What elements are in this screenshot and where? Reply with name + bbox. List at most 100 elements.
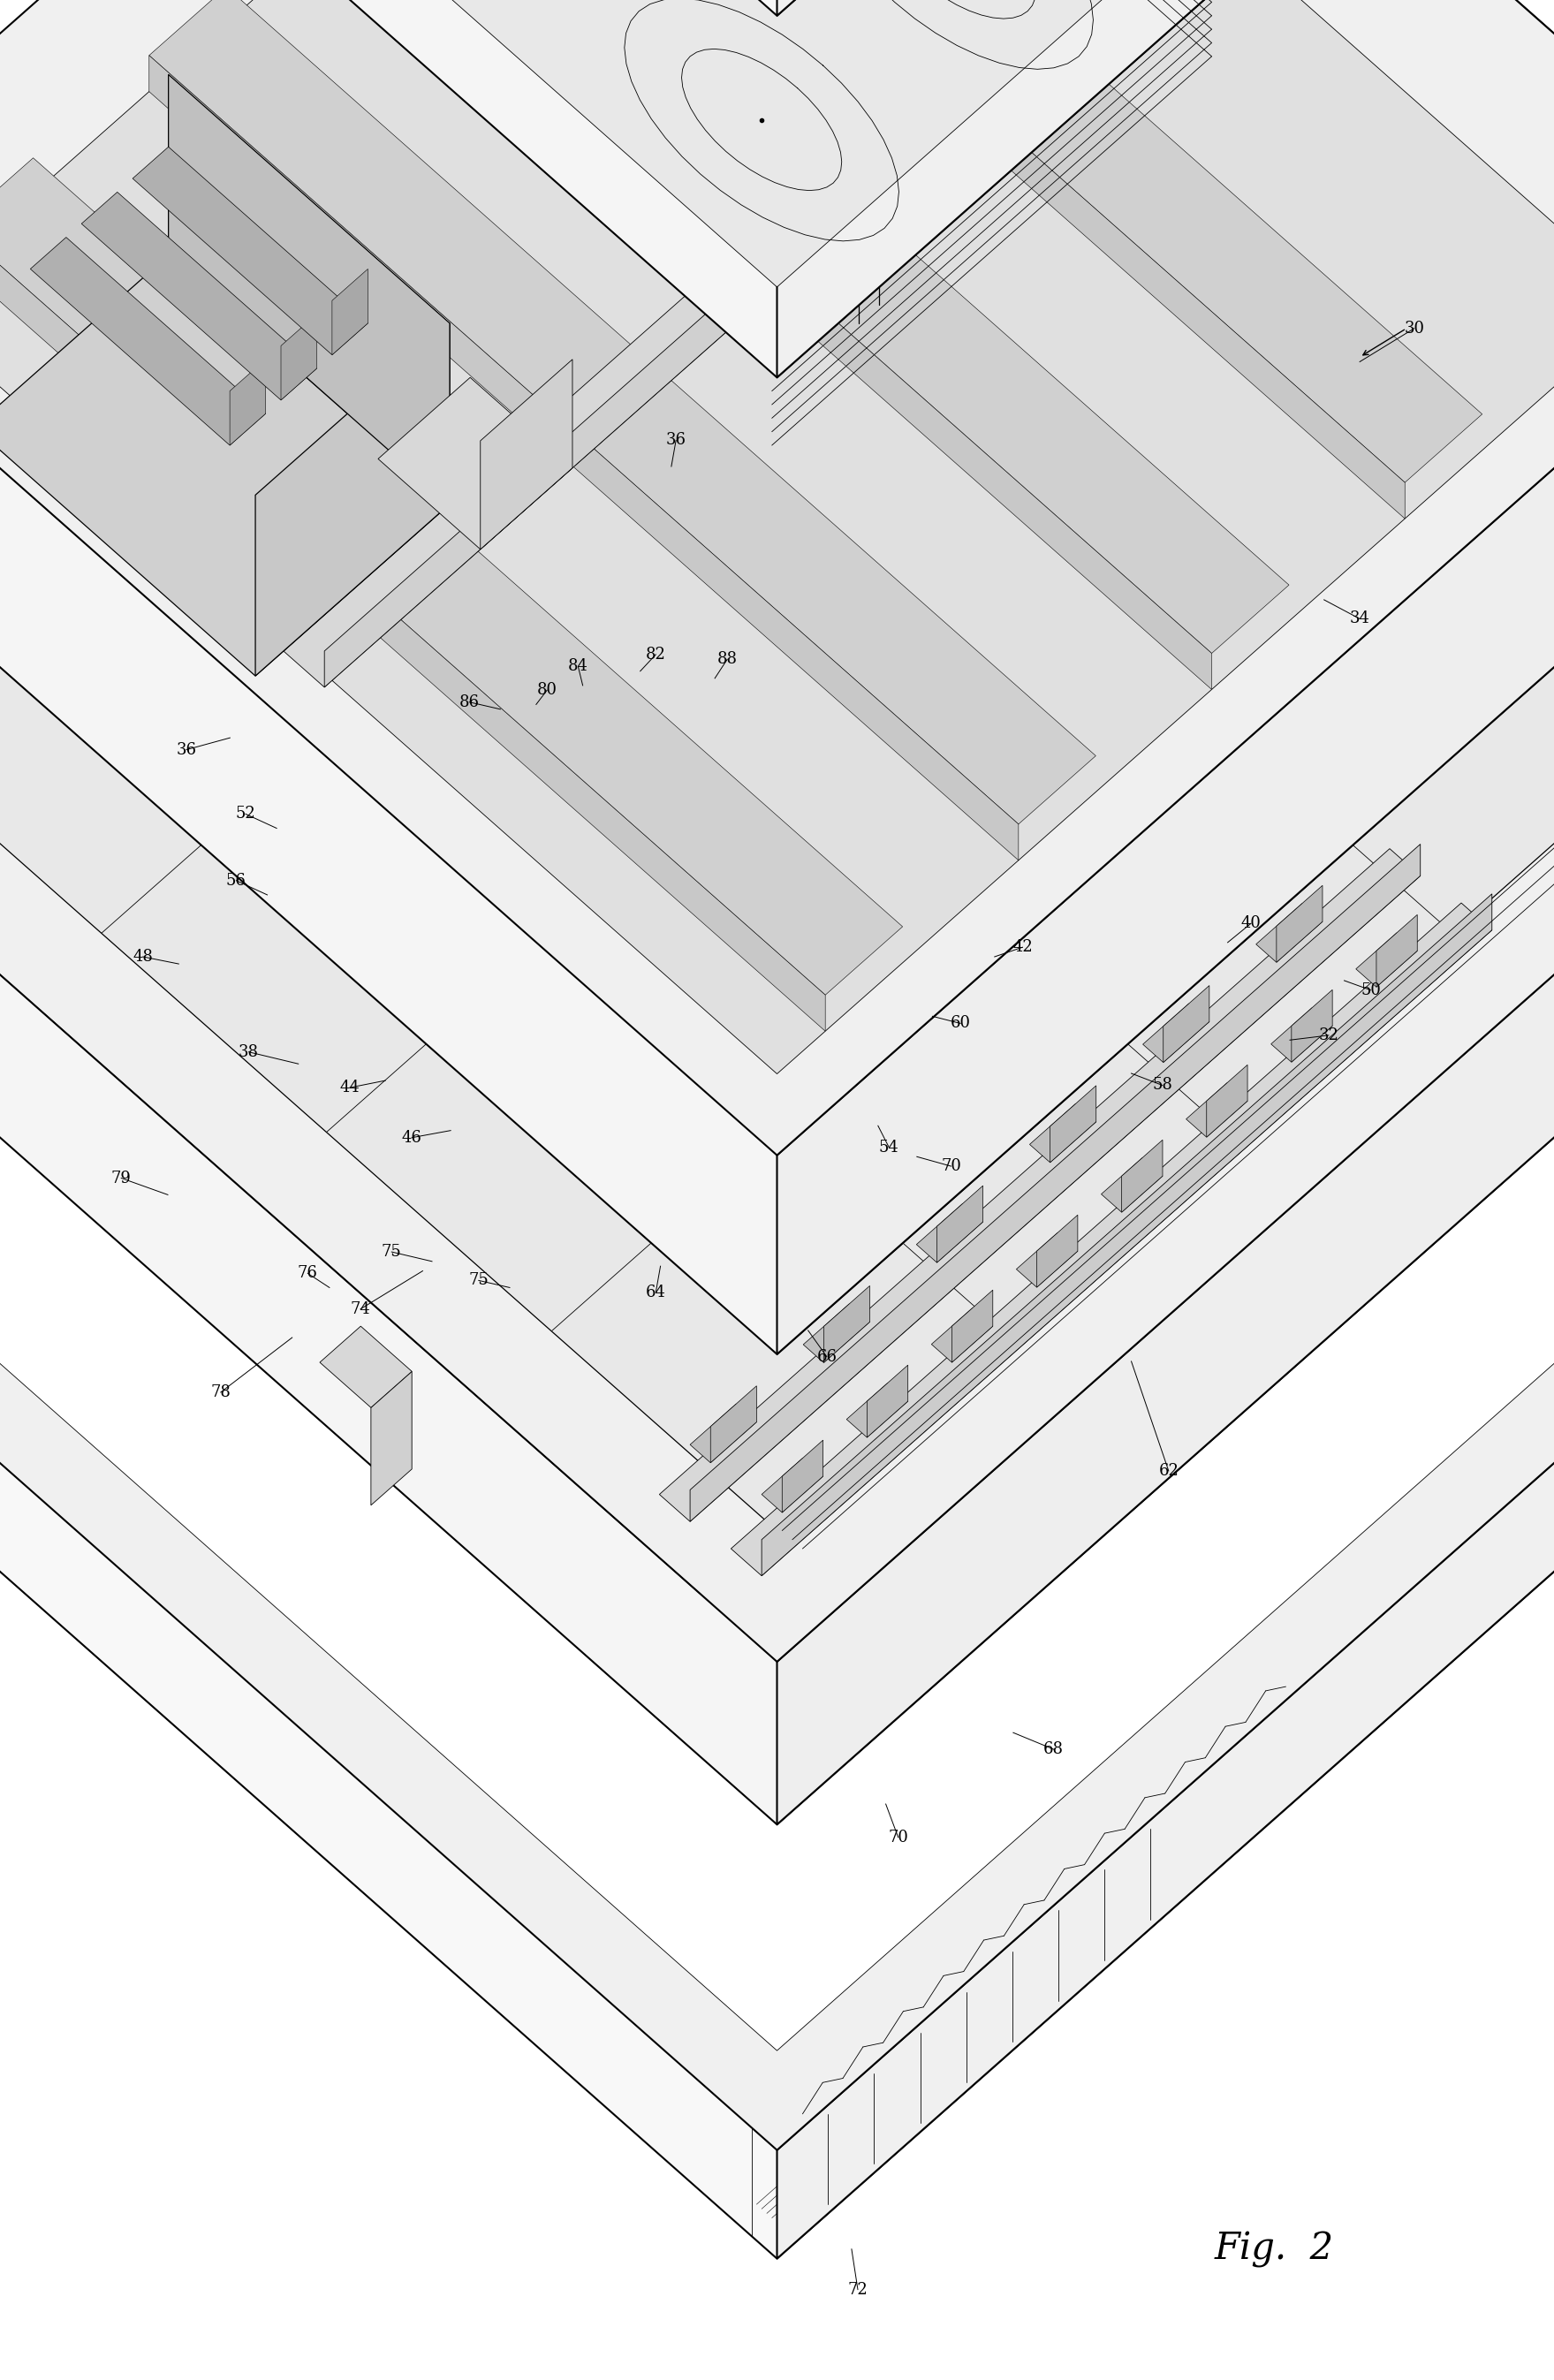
Polygon shape xyxy=(168,74,449,505)
Polygon shape xyxy=(1164,985,1209,1061)
Polygon shape xyxy=(917,1204,984,1261)
Polygon shape xyxy=(799,514,957,654)
Polygon shape xyxy=(0,0,1554,1073)
Polygon shape xyxy=(0,359,1554,2259)
Text: 78: 78 xyxy=(210,1385,232,1399)
Polygon shape xyxy=(777,0,1554,450)
Text: 42: 42 xyxy=(1013,940,1032,954)
Polygon shape xyxy=(777,250,1554,1354)
Polygon shape xyxy=(0,0,1554,1530)
Text: 70: 70 xyxy=(887,1830,909,1845)
Polygon shape xyxy=(1271,1007,1332,1061)
Polygon shape xyxy=(867,1366,908,1438)
Polygon shape xyxy=(0,157,903,995)
Polygon shape xyxy=(931,1309,993,1361)
Text: 84: 84 xyxy=(567,659,589,674)
Polygon shape xyxy=(1206,1064,1248,1138)
Text: 46: 46 xyxy=(401,1130,423,1145)
Text: 36: 36 xyxy=(665,433,687,447)
Text: 76: 76 xyxy=(297,1266,319,1280)
Text: 75: 75 xyxy=(382,1245,401,1259)
Polygon shape xyxy=(0,226,825,1031)
Polygon shape xyxy=(536,0,1483,483)
Polygon shape xyxy=(803,1304,870,1364)
Polygon shape xyxy=(690,845,1420,1521)
Text: 34: 34 xyxy=(1349,612,1371,626)
Text: 68: 68 xyxy=(1043,1742,1064,1756)
Polygon shape xyxy=(348,0,1206,378)
Polygon shape xyxy=(1051,1085,1096,1161)
Polygon shape xyxy=(761,895,1492,1576)
Text: 44: 44 xyxy=(340,1081,359,1095)
Polygon shape xyxy=(0,0,1554,1354)
Polygon shape xyxy=(325,98,951,688)
Polygon shape xyxy=(0,250,1554,2149)
Text: 52: 52 xyxy=(236,807,255,821)
Polygon shape xyxy=(342,0,1212,690)
Text: 38: 38 xyxy=(238,1045,260,1059)
Polygon shape xyxy=(1357,933,1417,988)
Polygon shape xyxy=(31,238,266,445)
Polygon shape xyxy=(281,314,317,400)
Polygon shape xyxy=(1030,1104,1096,1161)
Polygon shape xyxy=(342,0,1288,652)
Polygon shape xyxy=(1377,914,1417,988)
Polygon shape xyxy=(429,0,1125,288)
Polygon shape xyxy=(149,0,1096,823)
Polygon shape xyxy=(824,1285,870,1364)
Text: 48: 48 xyxy=(132,950,154,964)
Polygon shape xyxy=(830,438,957,654)
Polygon shape xyxy=(777,1200,1554,2259)
Polygon shape xyxy=(0,0,1554,1661)
Polygon shape xyxy=(1142,1004,1209,1061)
Polygon shape xyxy=(1276,885,1322,962)
Polygon shape xyxy=(953,1290,993,1361)
Polygon shape xyxy=(777,0,1554,902)
Text: 30: 30 xyxy=(1403,321,1425,336)
Polygon shape xyxy=(777,740,1554,1825)
Text: 88: 88 xyxy=(716,652,738,666)
Polygon shape xyxy=(0,0,1554,1154)
Text: 56: 56 xyxy=(225,873,247,888)
Polygon shape xyxy=(1102,1159,1162,1211)
Polygon shape xyxy=(149,55,1018,859)
Text: 82: 82 xyxy=(645,647,667,662)
Polygon shape xyxy=(246,0,1308,17)
Polygon shape xyxy=(230,359,266,445)
Text: 70: 70 xyxy=(940,1159,962,1173)
Polygon shape xyxy=(777,0,1206,378)
Polygon shape xyxy=(333,269,368,355)
Text: 40: 40 xyxy=(1240,916,1262,931)
Polygon shape xyxy=(1256,904,1322,962)
Polygon shape xyxy=(730,902,1492,1576)
Text: 54: 54 xyxy=(880,1140,898,1154)
Polygon shape xyxy=(782,1440,824,1514)
Polygon shape xyxy=(1291,990,1332,1061)
Polygon shape xyxy=(0,369,1554,2052)
Polygon shape xyxy=(132,148,368,355)
Text: 36: 36 xyxy=(176,743,197,757)
Polygon shape xyxy=(659,850,1420,1521)
Text: 58: 58 xyxy=(1152,1078,1173,1092)
Polygon shape xyxy=(536,0,1405,519)
Polygon shape xyxy=(480,359,572,550)
Text: 32: 32 xyxy=(1318,1028,1340,1042)
Text: 75: 75 xyxy=(469,1273,488,1288)
Text: 80: 80 xyxy=(536,683,558,697)
Text: 66: 66 xyxy=(816,1349,838,1364)
Polygon shape xyxy=(378,378,572,550)
Text: 50: 50 xyxy=(1360,983,1382,997)
Polygon shape xyxy=(255,324,449,676)
Polygon shape xyxy=(1186,1083,1248,1138)
Text: 64: 64 xyxy=(645,1285,667,1299)
Polygon shape xyxy=(0,255,449,676)
Polygon shape xyxy=(1455,412,1497,547)
Text: 86: 86 xyxy=(458,695,480,709)
Polygon shape xyxy=(371,1371,412,1504)
Polygon shape xyxy=(283,98,951,688)
Polygon shape xyxy=(1016,1233,1078,1288)
Polygon shape xyxy=(320,1326,412,1407)
Polygon shape xyxy=(777,0,1308,17)
Text: 62: 62 xyxy=(1158,1464,1179,1478)
Polygon shape xyxy=(1122,1140,1162,1211)
